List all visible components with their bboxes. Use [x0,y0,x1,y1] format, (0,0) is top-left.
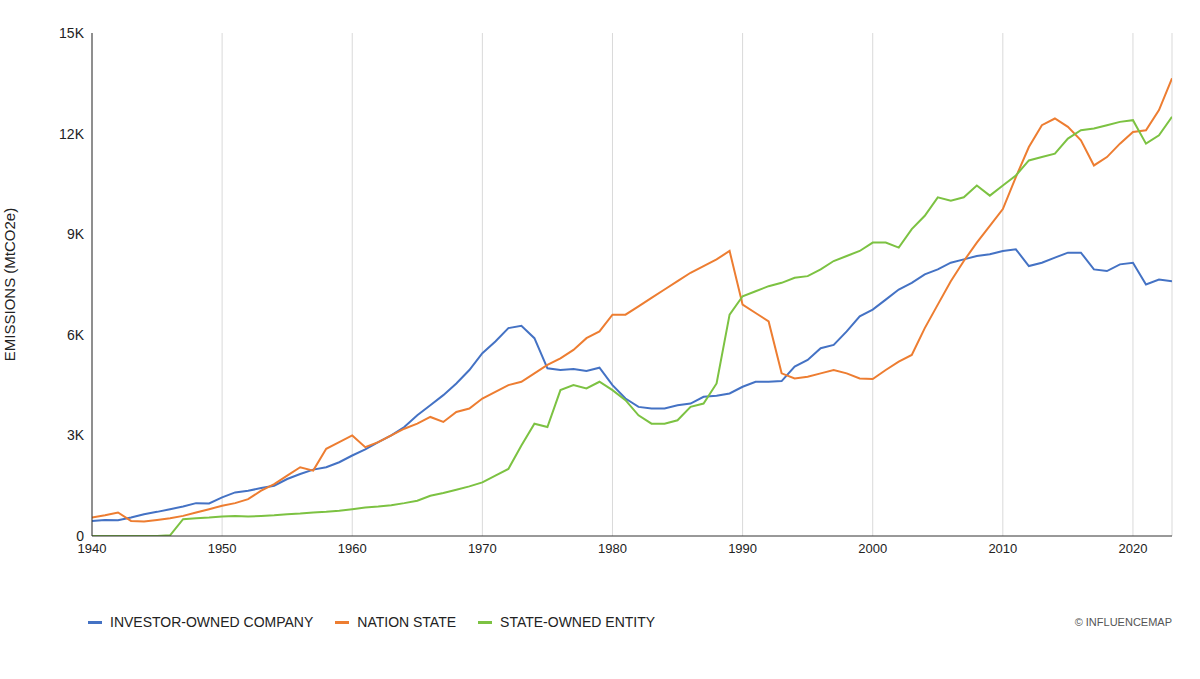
svg-text:2010: 2010 [988,541,1017,556]
svg-text:2000: 2000 [858,541,887,556]
svg-text:1950: 1950 [208,541,237,556]
svg-text:2020: 2020 [1119,541,1148,556]
svg-text:15K: 15K [59,25,85,41]
svg-text:12K: 12K [59,126,85,142]
svg-text:EMISSIONS (MtCO2e): EMISSIONS (MtCO2e) [8,208,18,361]
svg-text:1980: 1980 [598,541,627,556]
svg-text:3K: 3K [67,427,85,443]
html-text:NATION STATE: NATION STATE [357,614,457,630]
svg-text:6K: 6K [67,327,85,343]
svg-text:0: 0 [76,528,84,544]
svg-text:1940: 1940 [77,541,107,557]
html-text:© INFLUENCEMAP: © INFLUENCEMAP [1074,616,1172,628]
svg-text:9K: 9K [67,226,85,242]
html-text:STATE-OWNED ENTITY: STATE-OWNED ENTITY [500,614,656,630]
svg-text:1970: 1970 [468,541,497,556]
svg-text:1990: 1990 [728,541,757,556]
svg-text:1960: 1960 [338,541,367,556]
html-text:INVESTOR-OWNED COMPANY: INVESTOR-OWNED COMPANY [110,614,314,630]
